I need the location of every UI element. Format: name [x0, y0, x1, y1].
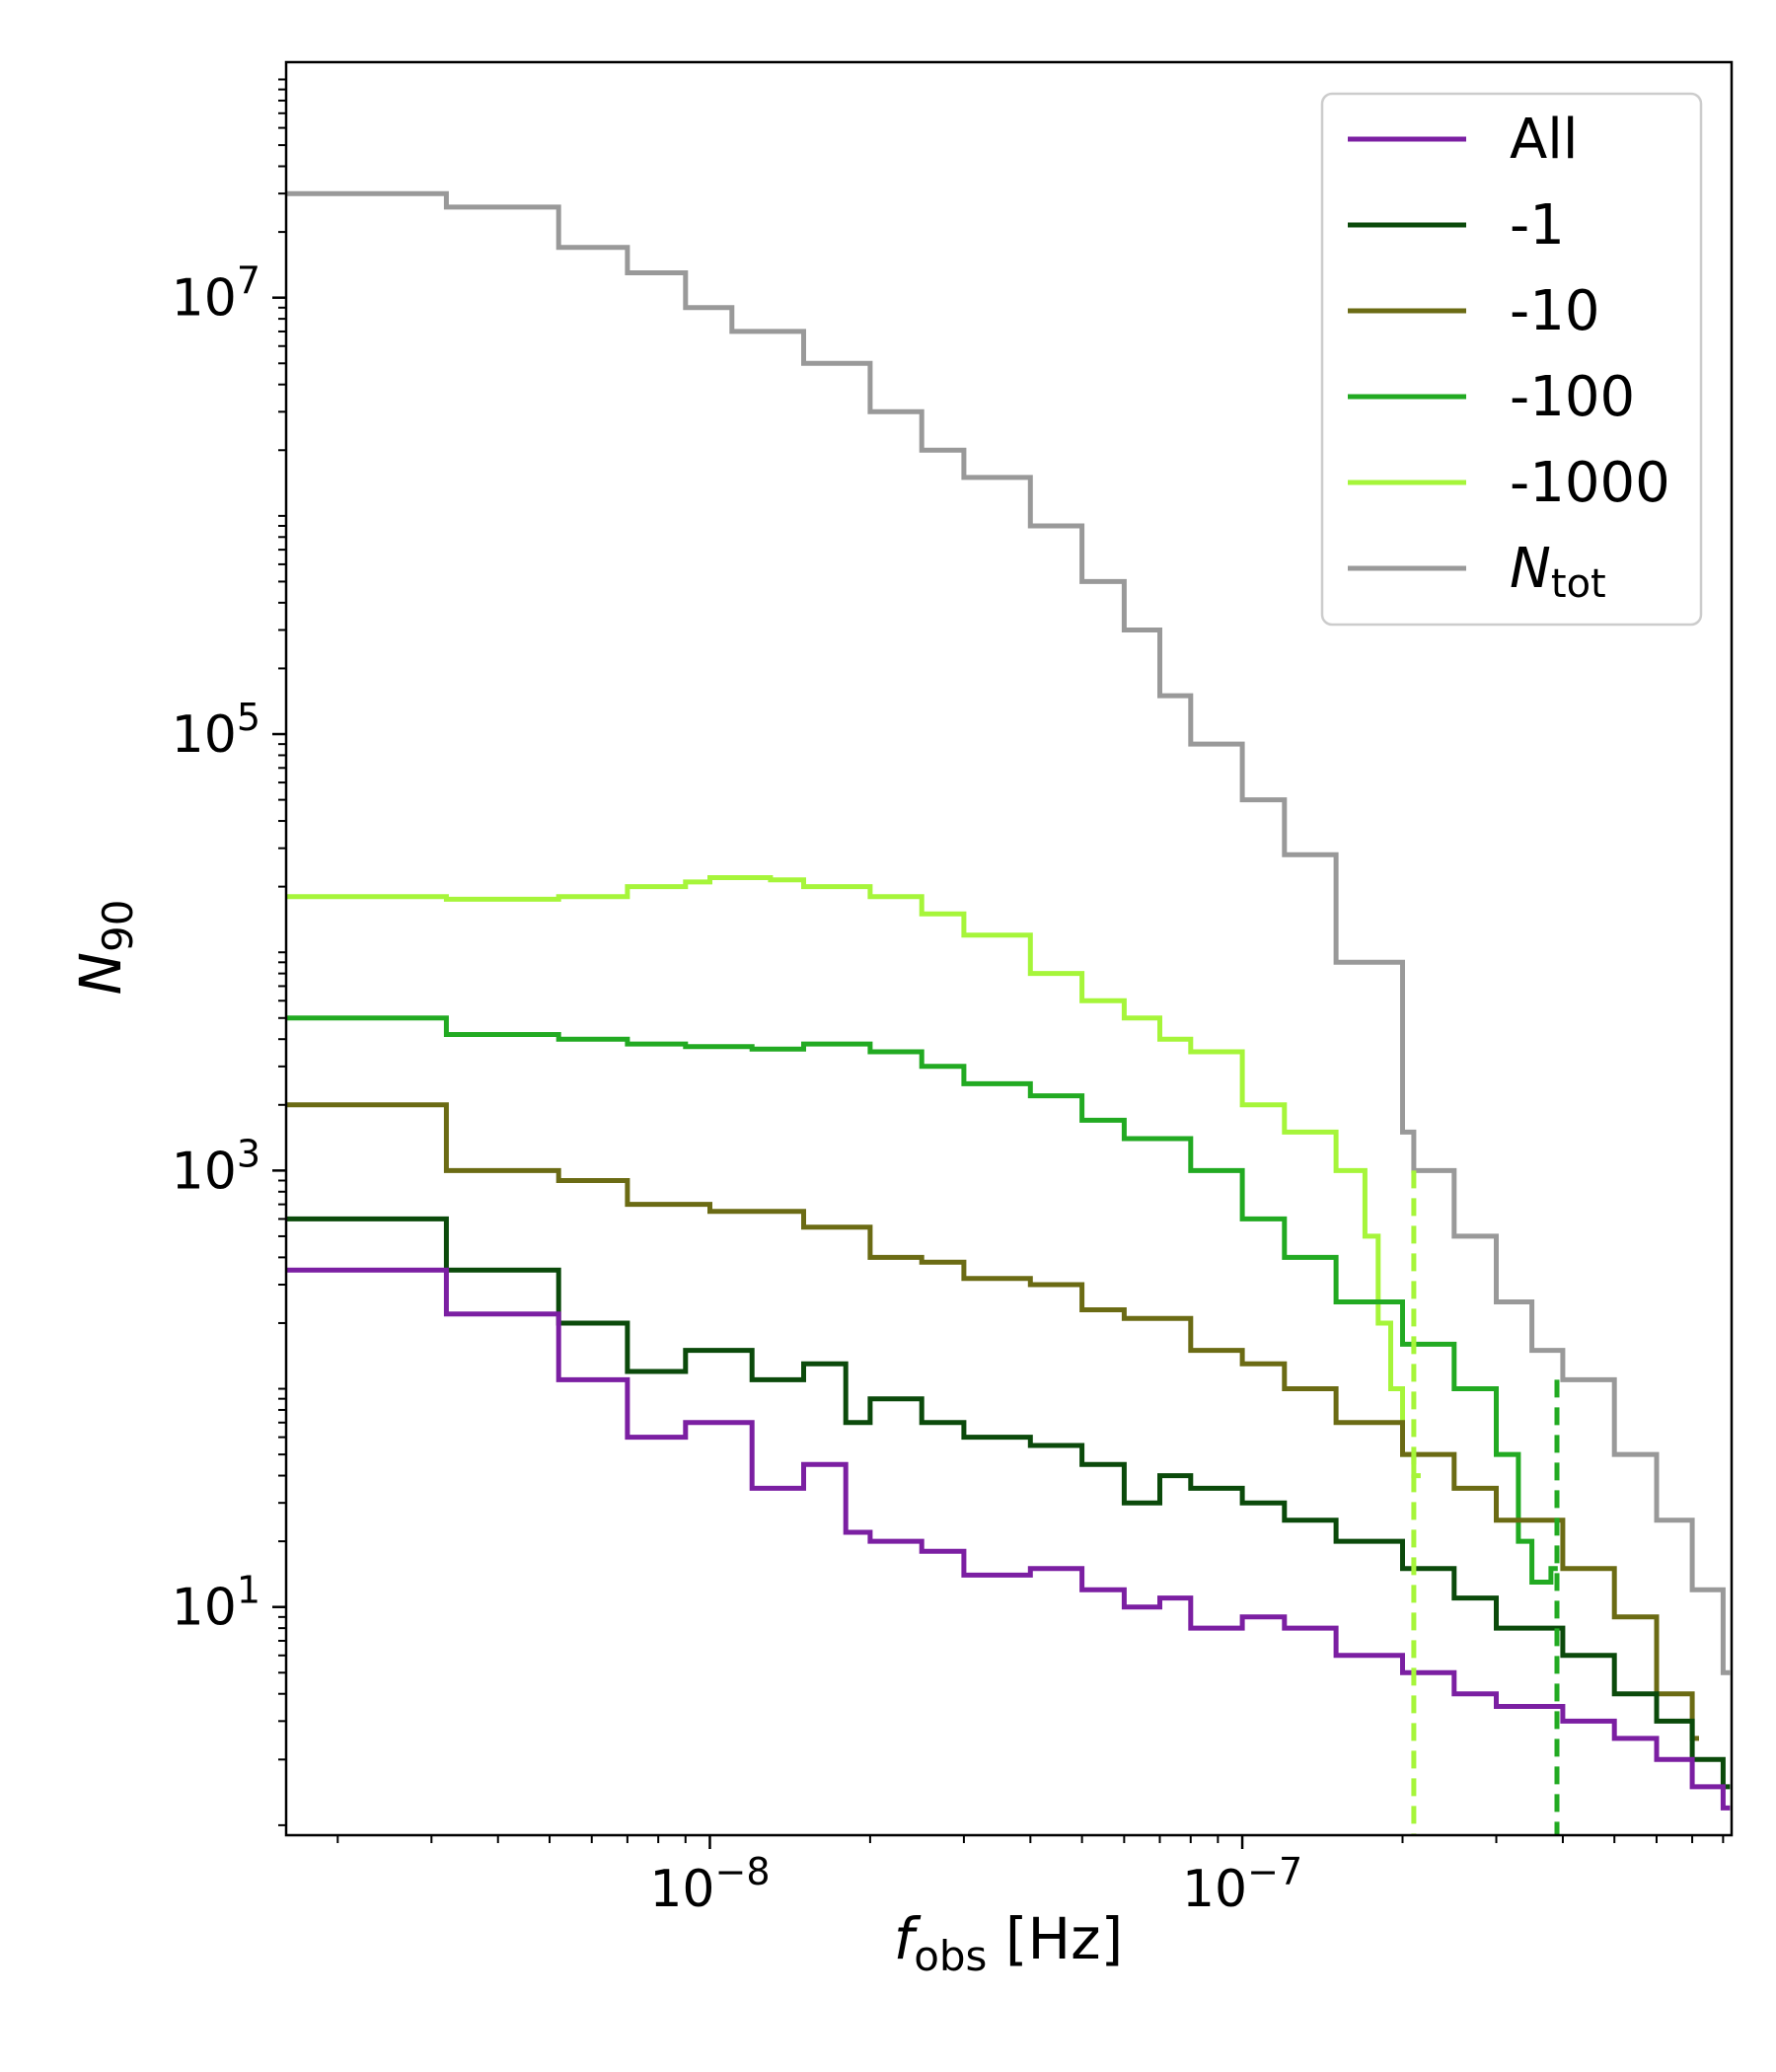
- y-tick-label: 103: [172, 1132, 260, 1201]
- series-line-1000: [286, 875, 1421, 1479]
- x-tick-label: 10−7: [1182, 1850, 1302, 1919]
- x-axis-label-unit: [Hz]: [987, 1905, 1123, 1972]
- series-line-10: [286, 1102, 1699, 1741]
- legend-entry-ntot: Ntot: [1348, 537, 1606, 607]
- legend-label-10: -10: [1510, 279, 1599, 343]
- legend-label-ntot: Ntot: [1510, 537, 1606, 607]
- legend-entry-10: -10: [1348, 279, 1599, 343]
- x-axis-label: fobs [Hz]: [894, 1905, 1123, 1980]
- legend-entry-100: -100: [1348, 365, 1635, 429]
- series-line-1: [286, 1216, 1731, 1790]
- y-tick-label: 101: [172, 1569, 260, 1638]
- legend-label-ntot-subscript: tot: [1551, 561, 1606, 607]
- x-axis-ticks: 10−8 10−7: [336, 1835, 1725, 1919]
- legend-label-ntot-symbol: N: [1510, 537, 1551, 601]
- legend-label-100: -100: [1510, 365, 1635, 429]
- series-line-100: [286, 1015, 1558, 1585]
- legend: All -1 -10 -100 -1000 Ntot: [1320, 92, 1703, 627]
- y-tick-label: 107: [172, 259, 260, 329]
- x-axis-label-subscript: obs: [914, 1932, 987, 1980]
- y-tick-label: 105: [172, 696, 260, 765]
- y-axis-ticks: 101 103 105 107: [172, 78, 286, 1826]
- legend-label-1000: -1000: [1510, 451, 1670, 515]
- legend-entry-1000: -1000: [1348, 451, 1670, 515]
- y-axis-label: N90: [67, 900, 142, 996]
- y-axis-label-symbol: N: [67, 952, 134, 995]
- x-tick-label: 10−8: [649, 1850, 770, 1919]
- series-line-n-tot: [286, 190, 1731, 1675]
- legend-label-all: All: [1510, 108, 1578, 172]
- y-axis-label-subscript: 90: [94, 900, 142, 952]
- series-layer: [286, 190, 1731, 1811]
- plot-frame: [284, 60, 1734, 1837]
- legend-label-1: -1: [1510, 193, 1565, 258]
- legend-entry-1: -1: [1348, 193, 1565, 258]
- legend-entry-all: All: [1348, 108, 1578, 172]
- cutoff-lines: [1411, 1170, 1560, 1835]
- series-line-all: [286, 1267, 1731, 1811]
